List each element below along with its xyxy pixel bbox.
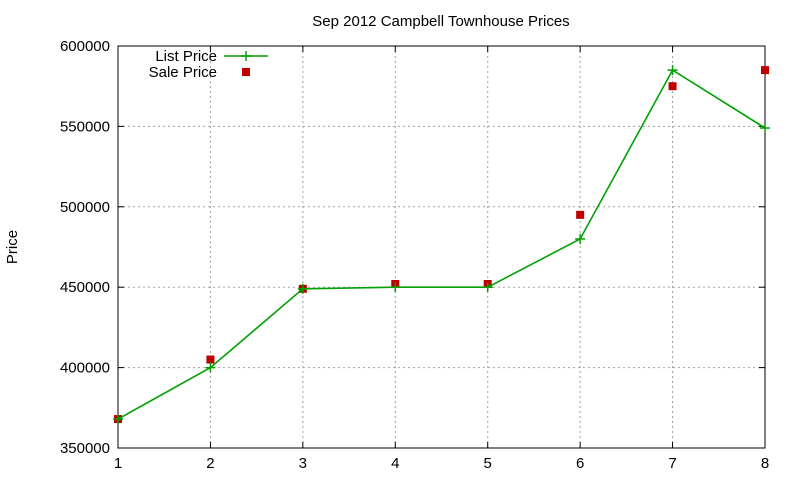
chart-title: Sep 2012 Campbell Townhouse Prices xyxy=(312,13,569,30)
list-price-point xyxy=(482,282,493,293)
sale-price-point xyxy=(761,66,769,75)
list-price-point xyxy=(205,362,216,373)
y-tick-label: 500000 xyxy=(60,199,110,216)
series-layer xyxy=(113,65,770,425)
sale-price-point xyxy=(668,82,677,91)
y-tick-label: 550000 xyxy=(60,118,110,135)
x-tick-label: 3 xyxy=(299,455,307,472)
y-tick-label: 350000 xyxy=(60,440,110,457)
list-price-point xyxy=(760,123,770,134)
grid xyxy=(118,46,765,448)
x-tick-label: 2 xyxy=(206,455,214,472)
y-axis-label: Price xyxy=(4,230,21,264)
y-tick-label: 450000 xyxy=(60,279,110,296)
x-tick-label: 4 xyxy=(391,455,399,472)
legend-marker-sale-price xyxy=(242,68,250,76)
legend-marker-list-price xyxy=(241,51,251,61)
list-price-point xyxy=(113,414,123,425)
list-price-line xyxy=(117,68,766,420)
x-tick-label: 1 xyxy=(114,455,122,472)
sale-price-point xyxy=(206,355,215,364)
list-price-point xyxy=(667,65,678,76)
list-price-point xyxy=(297,283,308,294)
plot-frame xyxy=(117,45,766,449)
list-price-point xyxy=(575,233,586,244)
x-tick-label: 5 xyxy=(484,455,492,472)
list-price-point xyxy=(390,282,401,293)
y-tick-label: 600000 xyxy=(60,38,110,55)
y-tick-label: 400000 xyxy=(60,360,110,377)
sale-price-point xyxy=(576,210,585,219)
x-tick-label: 8 xyxy=(761,455,769,472)
x-tick-label: 6 xyxy=(576,455,584,472)
axis-ticks: 1 2 3 4 5 6 7 8 350000 400000 450000 500000 550000 60… xyxy=(60,38,769,472)
legend-label-sale-price: Sale Price xyxy=(149,64,217,81)
legend-label-list-price: List Price xyxy=(155,48,217,65)
x-tick-label: 7 xyxy=(668,455,676,472)
